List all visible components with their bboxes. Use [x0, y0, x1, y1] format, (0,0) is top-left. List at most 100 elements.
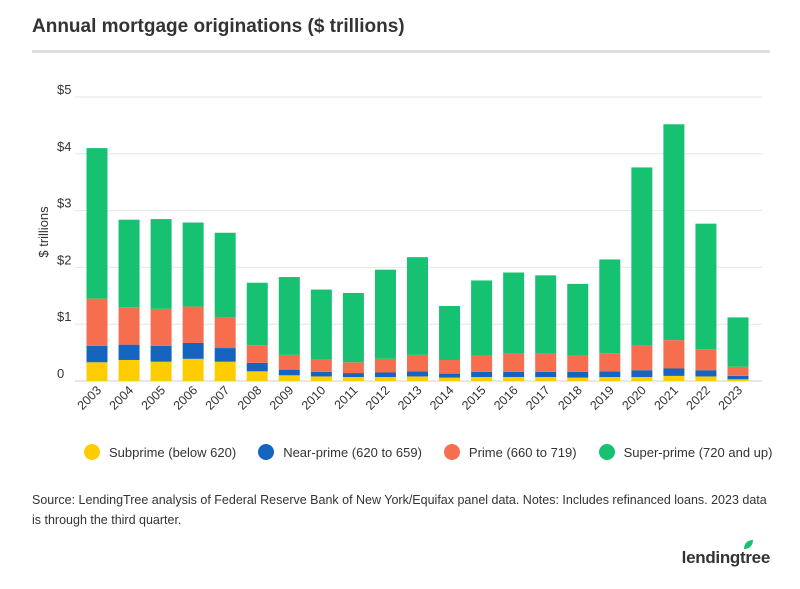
- x-tick-label: 2011: [332, 383, 361, 412]
- bar-segment: [503, 272, 525, 354]
- bar-segment: [182, 306, 204, 343]
- bar-segment: [503, 353, 525, 372]
- bar-segment: [214, 232, 236, 318]
- legend-item-super-prime: Super-prime (720 and up): [598, 444, 773, 460]
- bar-segment: [567, 371, 589, 378]
- x-tick-label: 2008: [235, 383, 265, 413]
- x-tick-label: 2006: [171, 383, 201, 413]
- y-axis-ticks: 0 $1 $2 $3 $4 $5: [57, 82, 71, 381]
- legend-swatch-near-prime: [258, 444, 275, 460]
- legend-label-subprime: Subprime (below 620): [109, 444, 237, 460]
- leaf-icon: [743, 540, 753, 549]
- bar-segment: [471, 280, 493, 356]
- bar-segment: [631, 370, 653, 378]
- bar-segment: [663, 368, 685, 376]
- bar-segment: [407, 257, 428, 355]
- legend-item-near-prime: Near-prime (620 to 659): [258, 444, 422, 460]
- logo-wordmark: lendingtree: [681, 548, 771, 567]
- bar-segment: [439, 359, 461, 374]
- y-tick-label: 0: [57, 366, 64, 381]
- legend-label-near-prime: Near-prime (620 to 659): [283, 444, 422, 460]
- bar-segment: [439, 373, 461, 378]
- chart-title: Annual mortgage originations ($ trillion…: [32, 16, 405, 37]
- bar-segment: [278, 354, 300, 370]
- bar-segment: [407, 376, 428, 381]
- bar-segment: [631, 167, 653, 346]
- legend-item-subprime: Subprime (below 620): [84, 444, 236, 460]
- bar-segment: [695, 376, 717, 381]
- bar-segment: [214, 348, 236, 362]
- bar-segment: [374, 269, 396, 359]
- bar-segment: [374, 377, 396, 381]
- bar-segment: [86, 298, 108, 346]
- bar-segment: [471, 355, 493, 372]
- bar-segment: [246, 371, 268, 381]
- y-axis-label: $ trillions: [36, 206, 51, 258]
- bar-segment: [118, 219, 140, 308]
- bar-segment: [342, 373, 364, 378]
- bar-segment: [278, 277, 300, 355]
- bar-segment: [727, 317, 749, 367]
- bar-segment: [310, 371, 332, 377]
- x-tick-label: 2022: [684, 383, 714, 413]
- x-tick-label: 2020: [619, 383, 649, 413]
- x-tick-label: 2005: [139, 383, 169, 413]
- legend: Subprime (below 620) Near-prime (620 to …: [84, 444, 794, 460]
- bar-segment: [342, 377, 364, 381]
- legend-swatch-subprime: [84, 444, 100, 460]
- bar-segment: [86, 345, 108, 363]
- bar-segment: [727, 379, 749, 381]
- bar-segment: [727, 366, 749, 376]
- bar-segment: [310, 359, 332, 372]
- x-tick-label: 2004: [107, 383, 137, 413]
- bar-segment: [310, 289, 332, 360]
- bar-segment: [695, 370, 717, 377]
- bar-segment: [246, 282, 268, 346]
- x-tick-label: 2013: [395, 383, 425, 413]
- bar-segment: [503, 377, 525, 381]
- bar-segment: [150, 308, 172, 346]
- bar-segment: [374, 372, 396, 378]
- bar-segment: [535, 377, 557, 381]
- x-tick-label: 2015: [459, 383, 489, 413]
- y-tick-label: $1: [57, 309, 71, 324]
- bar-segment: [695, 223, 717, 350]
- legend-item-prime: Prime (660 to 719): [443, 444, 577, 460]
- bar-segment: [567, 283, 589, 356]
- legend-label-super-prime: Super-prime (720 and up): [623, 444, 773, 460]
- bar-segment: [663, 124, 685, 341]
- bar-segment: [663, 340, 685, 369]
- bar-segment: [631, 345, 653, 371]
- bar-segment: [695, 349, 717, 371]
- y-tick-label: $5: [57, 82, 71, 97]
- x-tick-label: 2003: [75, 383, 105, 413]
- bar-segment: [150, 345, 172, 362]
- bar-segment: [599, 377, 621, 381]
- bar-segment: [535, 275, 557, 354]
- bar-segment: [342, 292, 364, 363]
- bar-segment: [342, 362, 364, 374]
- bar-segment: [86, 362, 108, 381]
- bar-segment: [631, 377, 653, 381]
- x-tick-label: 2014: [427, 383, 457, 413]
- y-tick-label: $3: [57, 196, 71, 211]
- x-tick-label: 2010: [299, 383, 329, 413]
- chart-area: 0 $1 $2 $3 $4 $5 $ trillions 2003 2004 2005 2006…: [36, 82, 762, 413]
- source-note: Source: LendingTree analysis of Federal …: [32, 493, 767, 527]
- bar-segment: [471, 371, 493, 378]
- bar-segment: [567, 377, 589, 381]
- bar-segment: [150, 361, 172, 381]
- bar-segment: [374, 358, 396, 373]
- bar-segment: [407, 354, 428, 372]
- x-tick-label: 2019: [587, 383, 617, 413]
- bar-segment: [599, 259, 621, 354]
- title-divider: [32, 50, 770, 53]
- bar-segment: [118, 359, 140, 381]
- bar-segment: [118, 307, 140, 345]
- x-tick-label: 2009: [267, 383, 297, 413]
- bar-segment: [567, 355, 589, 372]
- legend-swatch-super-prime: [598, 444, 615, 460]
- bar-segment: [727, 375, 749, 380]
- x-tick-label: 2012: [363, 383, 393, 413]
- bars: [86, 124, 749, 381]
